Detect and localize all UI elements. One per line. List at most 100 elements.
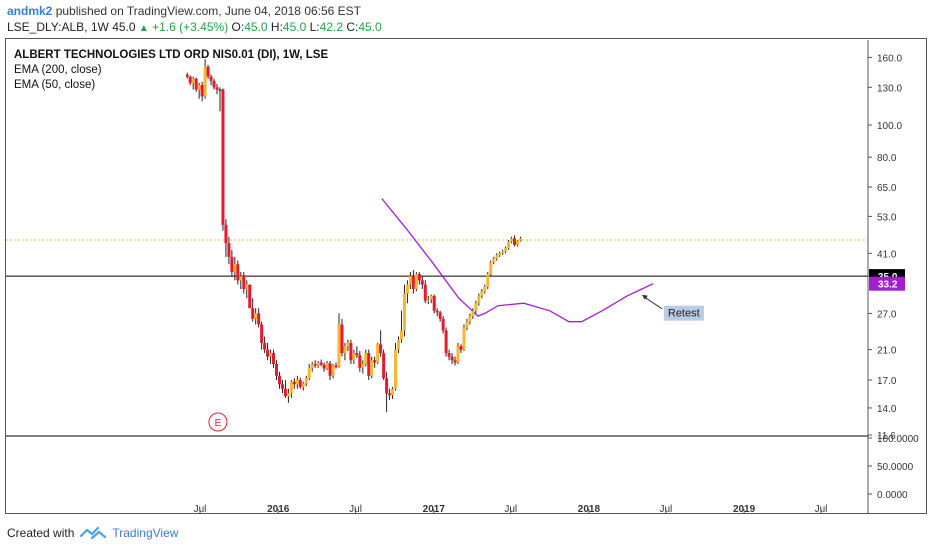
candle-body	[304, 378, 308, 384]
c-label: C:	[346, 20, 359, 34]
legend-ema50[interactable]: EMA (50, close)	[14, 79, 96, 91]
candle-body	[456, 346, 460, 363]
candle-body	[477, 295, 481, 304]
candle-body	[417, 274, 421, 281]
chart-panel[interactable]	[5, 38, 927, 514]
candle-body	[465, 321, 469, 328]
y-tick-label: 11.6	[877, 431, 896, 442]
candle-body	[224, 224, 228, 244]
candle-body	[334, 365, 338, 368]
candle-body	[263, 342, 267, 350]
symbol-header: LSE_DLY:ALB, 1W 45.0 ▲ +1.6 (+3.45%) O:4…	[7, 20, 382, 34]
candle-body	[203, 66, 207, 97]
x-tick-label: Jul	[659, 504, 672, 515]
candle-body	[507, 241, 511, 249]
candle-body	[379, 344, 383, 354]
candle-body	[242, 276, 246, 289]
candle-body	[331, 365, 335, 376]
x-tick-label: 2019	[733, 504, 756, 515]
candle-body	[307, 367, 311, 379]
candle-body	[212, 80, 216, 88]
candle-body	[391, 388, 395, 396]
candle-body	[245, 284, 249, 289]
candle-body	[495, 255, 499, 259]
x-tick-label: Jul	[504, 504, 517, 515]
candle-body	[233, 264, 237, 273]
l-value: 42.2	[319, 20, 343, 34]
candle-body	[239, 276, 243, 281]
candle-body	[218, 89, 222, 91]
l-label: L:	[309, 20, 320, 34]
candle-body	[260, 324, 264, 343]
candle-body	[215, 87, 219, 90]
o-label: O:	[231, 20, 245, 34]
candle-body	[310, 364, 314, 368]
candle-body	[200, 85, 204, 97]
candle-body	[346, 342, 350, 347]
candle-body	[358, 355, 362, 368]
x-tick-label: 2016	[267, 504, 290, 515]
candle-body	[394, 349, 398, 389]
candle-body	[518, 238, 522, 241]
x-tick-label: Jul	[194, 504, 207, 515]
earnings-marker-label: E	[215, 418, 222, 429]
created-with-label: Created with	[7, 526, 75, 540]
candle-body	[474, 303, 478, 311]
candle-body	[197, 85, 201, 90]
price-label-text: 33.2	[878, 280, 898, 291]
annotation-arrow-line	[643, 296, 663, 310]
candle-body	[382, 353, 386, 379]
candle-body	[364, 353, 368, 365]
candle-body	[272, 353, 276, 365]
pane-tick-label: 0.0000	[877, 490, 908, 501]
candle-body	[429, 295, 433, 300]
tradingview-brand[interactable]: TradingView	[112, 526, 179, 540]
candle-body	[483, 286, 487, 292]
x-tick-label: 2017	[423, 504, 446, 515]
candle-body	[480, 291, 484, 296]
candle-body	[319, 362, 323, 365]
candle-body	[447, 353, 451, 357]
annotation-text: Retest	[668, 308, 700, 320]
candle-body	[373, 360, 377, 363]
y-tick-label: 65.0	[877, 183, 897, 194]
pane-tick-label: 50.0000	[877, 462, 914, 473]
author-name[interactable]: andmk2	[7, 4, 53, 18]
candle-body	[343, 346, 347, 354]
candle-body	[414, 274, 418, 289]
candle-body	[453, 360, 457, 363]
candle-body	[426, 299, 430, 301]
candle-body	[248, 284, 252, 309]
y-tick-label: 21.0	[877, 346, 897, 357]
candle-body	[385, 378, 389, 394]
candle-body	[322, 364, 326, 369]
h-label: H:	[270, 20, 283, 34]
chart-legend: ALBERT TECHNOLOGIES LTD ORD NIS0.01 (DI)…	[14, 48, 328, 93]
x-tick-label: Jul	[349, 504, 362, 515]
candle-body	[501, 251, 505, 254]
candle-body	[444, 330, 448, 354]
candle-body	[206, 66, 210, 77]
candle-body	[370, 360, 374, 376]
candle-body	[432, 295, 436, 311]
candle-body	[340, 324, 344, 354]
price-label-box	[869, 276, 905, 291]
open-value: 45.0	[112, 20, 136, 34]
candle-body	[221, 89, 225, 225]
legend-ema200[interactable]: EMA (200, close)	[14, 64, 102, 76]
candle-body	[283, 388, 287, 397]
candle-body	[468, 316, 472, 322]
x-tick-label: 2018	[578, 504, 601, 515]
x-tick-label: Jul	[815, 504, 828, 515]
h-value: 45.0	[282, 20, 307, 34]
candle-body	[352, 353, 356, 361]
candle-body	[438, 312, 442, 319]
candle-body	[405, 284, 409, 294]
candle-body	[230, 256, 234, 273]
candle-body	[227, 243, 231, 257]
candle-body	[388, 393, 392, 396]
candle-body	[313, 364, 317, 366]
candle-body	[275, 364, 279, 376]
y-tick-label: 80.0	[877, 153, 897, 164]
